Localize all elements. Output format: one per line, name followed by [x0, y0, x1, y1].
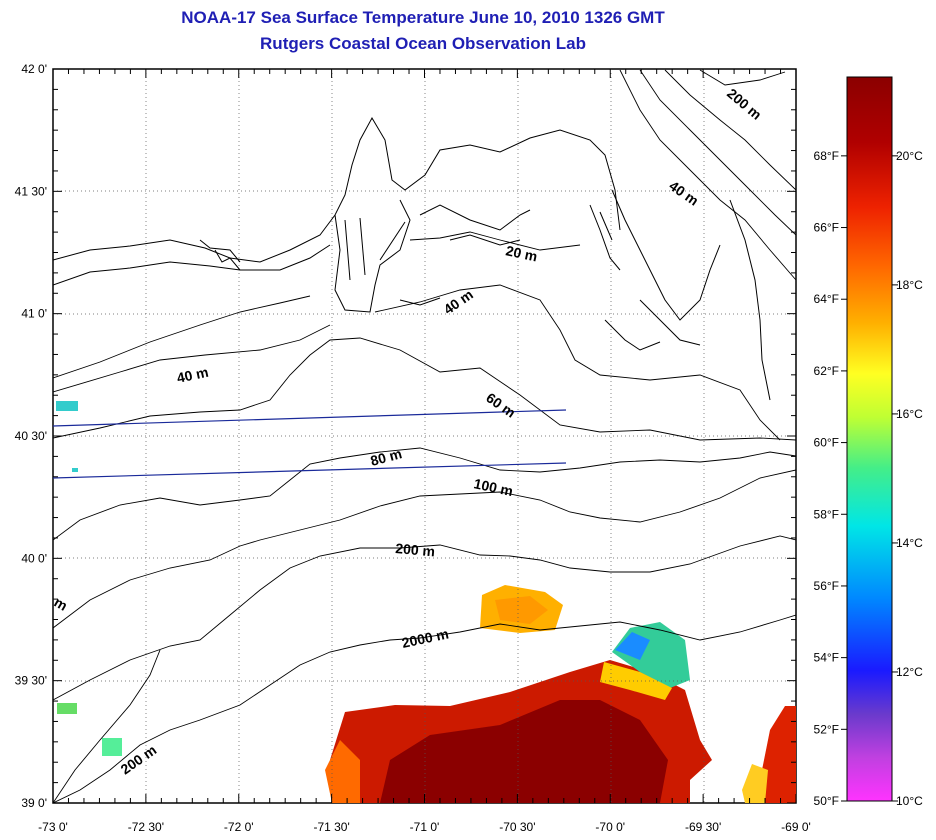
colorbar-fahrenheit-label: 60°F	[814, 436, 839, 450]
lat-tick-label: 41 0'	[21, 307, 47, 321]
sst-orange-edge	[325, 740, 360, 803]
colorbar-fahrenheit-label: 50°F	[814, 794, 839, 808]
lon-tick-label: -72 0'	[224, 820, 254, 834]
contour-label-40m-west: 40 m	[175, 364, 210, 386]
colorbar-fahrenheit-label: 52°F	[814, 722, 839, 736]
glider-transects	[53, 409, 567, 479]
colorbar-fahrenheit-label: 64°F	[814, 292, 839, 306]
sst-cool-speck-3	[102, 738, 122, 756]
lon-tick-label: -73 0'	[38, 820, 68, 834]
colorbar-scale: 68°F 66°F 64°F 62°F 60°F 58°F 56°F 54°F 52°F 50°F…	[814, 149, 924, 808]
lon-tick-label: -71 30'	[313, 820, 349, 834]
sst-east-patch	[760, 706, 796, 803]
colorbar-fahrenheit-label: 66°F	[814, 221, 839, 235]
contour-label-200m-shelf: 200 m	[395, 540, 436, 559]
lon-tick-label: -71 0'	[410, 820, 440, 834]
contour-label-20m: 20 m	[504, 242, 539, 264]
lon-tick-label: -72 30'	[128, 820, 164, 834]
sst-yellow-band	[600, 662, 672, 700]
colorbar-celsius-label: 20°C	[896, 149, 923, 163]
lat-tick-label: 39 0'	[21, 796, 47, 810]
colorbar-celsius-label: 10°C	[896, 794, 923, 808]
sst-hot-core	[380, 700, 668, 803]
sst-cool-speck-4	[72, 468, 78, 472]
lon-tick-label: -70 0'	[595, 820, 625, 834]
colorbar-fahrenheit-label: 58°F	[814, 507, 839, 521]
colorbar-celsius-label: 16°C	[896, 407, 923, 421]
lat-tick-label: 39 30'	[15, 674, 47, 688]
colorbar	[846, 76, 893, 802]
contour-label-80m: 80 m	[369, 445, 404, 469]
sst-cool-speck-1	[56, 401, 78, 411]
sst-east-patch-edge	[742, 764, 768, 803]
colorbar-fahrenheit-label: 56°F	[814, 579, 839, 593]
lon-tick-label: -69 30'	[685, 820, 721, 834]
colorbar-fahrenheit-label: 54°F	[814, 651, 839, 665]
lat-tick-label: 42 0'	[21, 62, 47, 76]
lat-tick-label: 40 0'	[21, 551, 47, 565]
lat-tick-label: 41 30'	[15, 184, 47, 198]
map-title: NOAA-17 Sea Surface Temperature June 10,…	[181, 8, 665, 27]
sst-shelf-break-inner	[495, 596, 548, 624]
bathymetry-contours	[53, 69, 796, 803]
lon-tick-label: -70 30'	[499, 820, 535, 834]
colorbar-fahrenheit-label: 68°F	[814, 149, 839, 163]
sst-cool-blue	[615, 632, 650, 660]
sst-data-layer	[56, 401, 796, 803]
colorbar-fahrenheit-label: 62°F	[814, 364, 839, 378]
sst-cool-speck-2	[57, 703, 77, 714]
lon-tick-label: -69 0'	[781, 820, 811, 834]
colorbar-celsius-label: 18°C	[896, 278, 923, 292]
map-subtitle: Rutgers Coastal Ocean Observation Lab	[260, 34, 586, 53]
lat-tick-label: 40 30'	[15, 429, 47, 443]
colorbar-celsius-label: 14°C	[896, 536, 923, 550]
map-axes: -73 0' -72 30' -72 0' -71 30' -71 0' -70 30' -…	[15, 62, 811, 834]
colorbar-celsius-label: 12°C	[896, 665, 923, 679]
coastline	[53, 116, 771, 401]
